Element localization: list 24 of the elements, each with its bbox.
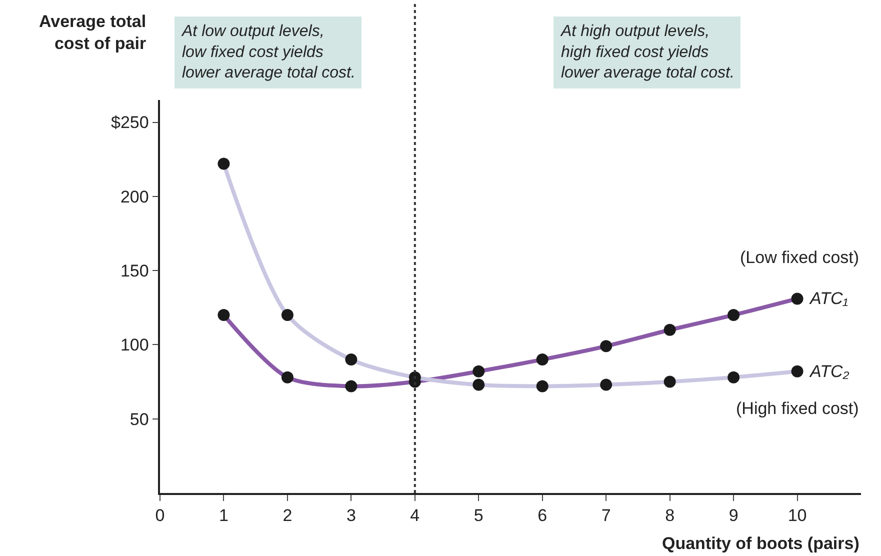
series-label: ATC₂ <box>809 362 850 381</box>
x-tick-label: 8 <box>665 506 675 526</box>
x-tick-label: 9 <box>728 506 738 526</box>
x-tick-label: 1 <box>218 506 228 526</box>
annotation: (Low fixed cost) <box>740 248 860 267</box>
annotation: (High fixed cost) <box>736 399 859 418</box>
x-tick-label: 0 <box>155 506 165 526</box>
y-axis-title: Average total cost of pair <box>39 12 146 54</box>
y-tick-label: $250 <box>111 113 149 132</box>
y-tick-label: 100 <box>120 336 149 355</box>
x-tick-label: 7 <box>601 506 611 526</box>
text: At high output levels, high fixed cost yields lower average total cost. <box>560 23 734 82</box>
x-tick-label: 4 <box>410 506 420 526</box>
text: At low output levels, low fixed cost yields lower average total cost. <box>181 23 356 82</box>
x-tick-label: 2 <box>282 506 292 526</box>
x-tick-label: 3 <box>346 506 356 526</box>
series-label: ATC₁ <box>809 289 848 308</box>
x-axis-title: Quantity of boots (pairs) <box>662 534 860 553</box>
x-tick-label: 10 <box>788 506 807 526</box>
y-tick-label: 50 <box>130 410 149 429</box>
x-tick-label: 6 <box>538 506 548 526</box>
y-tick-label: 150 <box>120 262 149 280</box>
y-tick-label: 200 <box>120 187 149 206</box>
x-tick-label: 5 <box>474 506 484 526</box>
